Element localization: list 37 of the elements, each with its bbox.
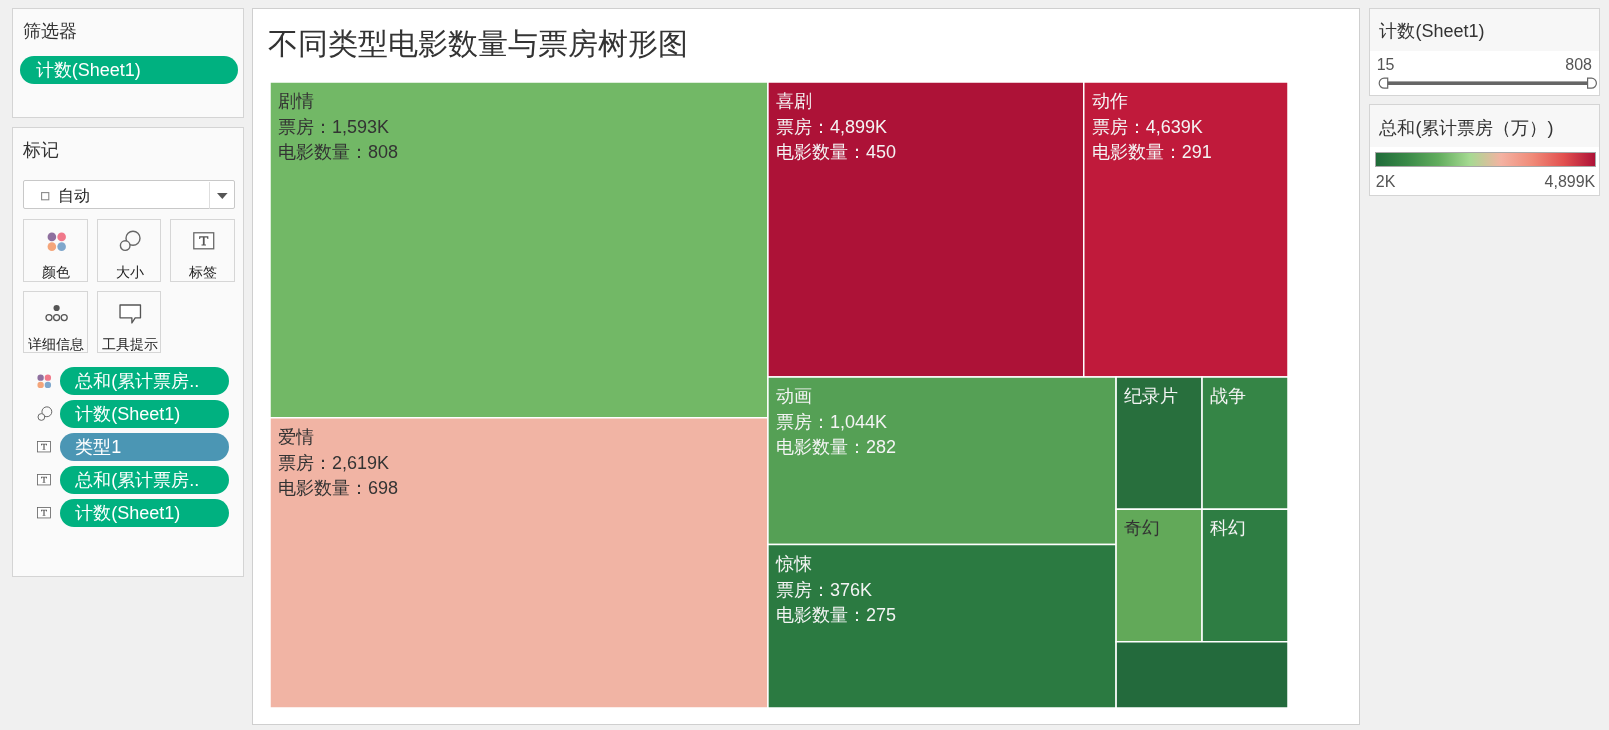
button: 工具提示 bbox=[97, 291, 161, 354]
category-label: 喜剧 bbox=[775, 91, 812, 111]
category-label: 纪录片 bbox=[1123, 385, 1178, 406]
button: 详细信息 bbox=[23, 291, 88, 354]
data-label: 票房：1,593K 电影数量：808 bbox=[277, 117, 398, 162]
button: 大小 bbox=[97, 219, 161, 282]
text: 4,899K bbox=[1544, 172, 1596, 193]
text: 2K bbox=[1375, 172, 1396, 193]
text: 不同类型电影数量与票房树形图 bbox=[267, 27, 688, 61]
text: 总和(累计票房（万）) bbox=[1379, 117, 1554, 141]
data-label: 票房：4,899K 电影数量：450 bbox=[775, 117, 896, 162]
category-label: 科幻 bbox=[1209, 518, 1246, 539]
dropdown: 自动 bbox=[23, 180, 235, 210]
text: 15 bbox=[1376, 55, 1395, 76]
data-label: 票房：376K 电影数量：275 bbox=[775, 579, 896, 625]
category-label: 动画 bbox=[775, 385, 812, 406]
pill: 类型1 bbox=[60, 433, 229, 462]
pill: 总和(累计票房.. bbox=[60, 367, 229, 396]
category-label: 战争 bbox=[1209, 385, 1246, 406]
text: 筛选器 bbox=[23, 20, 78, 44]
category-label: 惊悚 bbox=[774, 553, 812, 574]
category-label: 剧情 bbox=[277, 91, 314, 111]
button: 颜色 bbox=[23, 219, 88, 282]
pill: 计数(Sheet1) bbox=[60, 499, 229, 528]
category-label: 爱情 bbox=[277, 426, 314, 447]
data-label: 票房：4,639K 电影数量：291 bbox=[1091, 117, 1212, 162]
data-label: 票房：2,619K 电影数量：698 bbox=[277, 452, 398, 498]
data-label: 票房：1,044K 电影数量：282 bbox=[775, 411, 896, 457]
pill: 总和(累计票房.. bbox=[60, 466, 229, 495]
button: 标签 bbox=[170, 219, 235, 282]
pill: 计数(Sheet1) bbox=[60, 400, 229, 429]
text: 计数(Sheet1) bbox=[1379, 20, 1485, 44]
text: 808 bbox=[1565, 55, 1592, 76]
category-label: 动作 bbox=[1091, 91, 1128, 111]
pill: 计数(Sheet1) bbox=[20, 56, 238, 85]
text: 标记 bbox=[23, 138, 60, 162]
category-label: 奇幻 bbox=[1123, 518, 1160, 539]
